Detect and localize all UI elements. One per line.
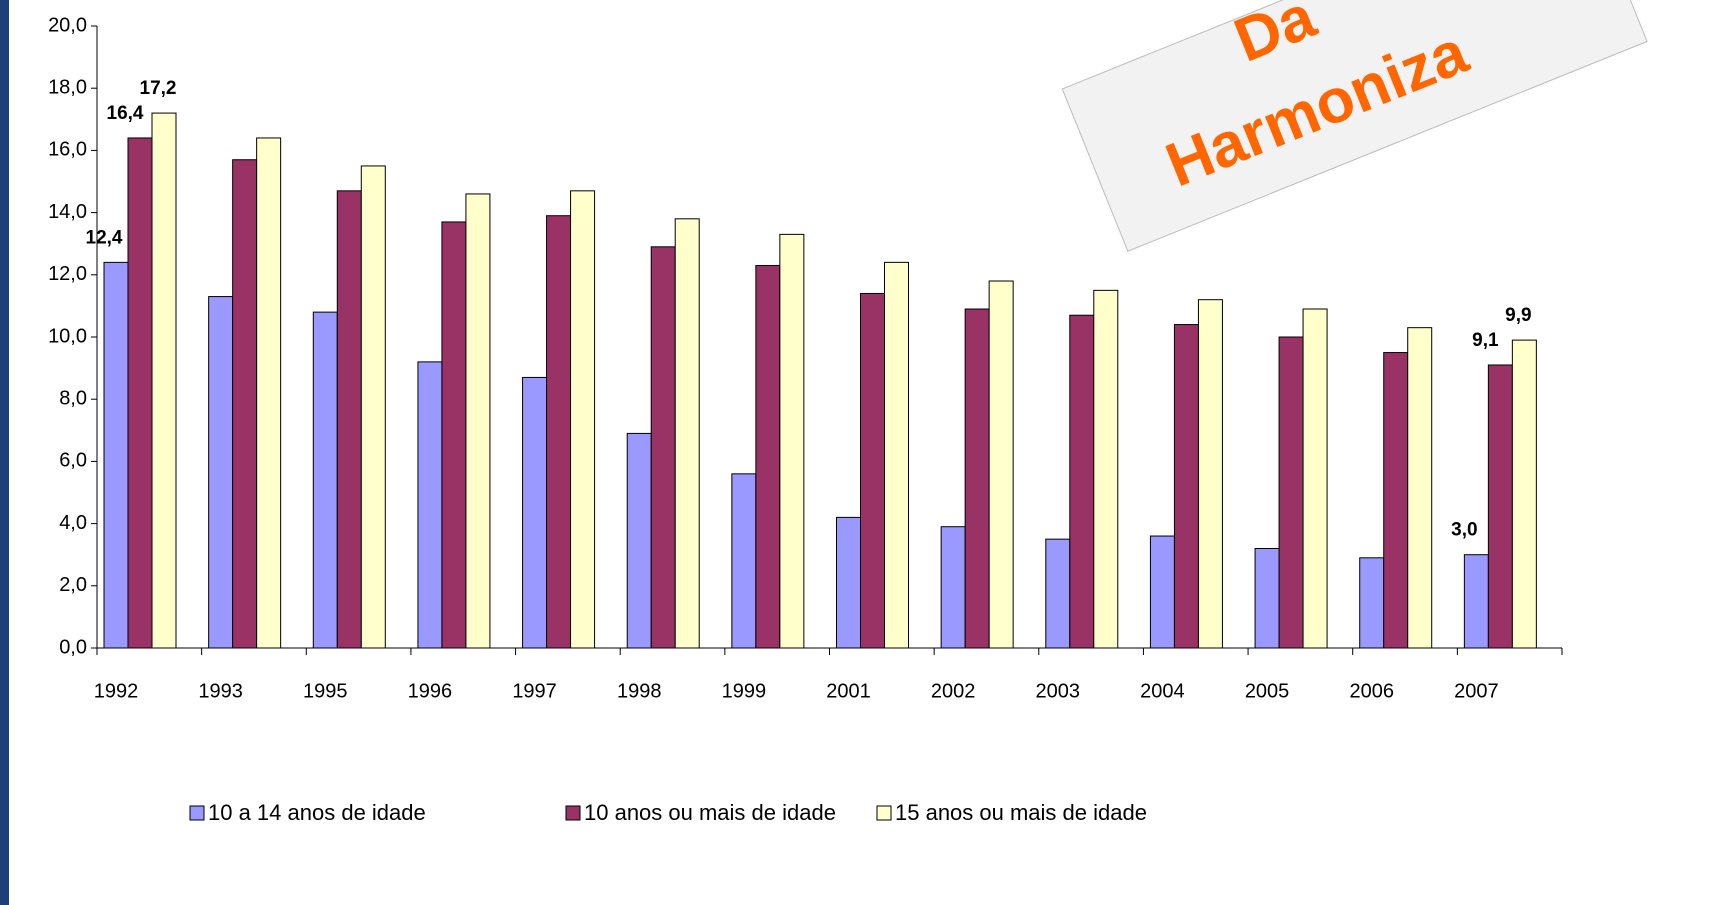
y-tick-label: 2,0 bbox=[59, 574, 87, 596]
bar bbox=[336, 190, 362, 649]
data-label: 9,9 bbox=[1505, 305, 1531, 326]
bar bbox=[256, 137, 282, 649]
y-tick-label: 0,0 bbox=[59, 636, 87, 658]
x-tick-label: 1997 bbox=[512, 680, 557, 702]
bar bbox=[522, 376, 548, 649]
bar bbox=[626, 432, 652, 649]
bar bbox=[1359, 557, 1385, 649]
bar bbox=[1197, 299, 1223, 649]
bar bbox=[1302, 308, 1328, 649]
x-tick-label: 1995 bbox=[303, 680, 348, 702]
y-tick-label: 4,0 bbox=[59, 512, 87, 534]
x-tick-label: 2001 bbox=[826, 680, 871, 702]
bar bbox=[884, 261, 909, 649]
bar bbox=[1511, 339, 1537, 649]
y-tick-label: 14,0 bbox=[48, 201, 87, 223]
y-tick-label: 16,0 bbox=[48, 139, 87, 161]
bar bbox=[1149, 535, 1175, 649]
legend-label: 15 anos ou mais de idade bbox=[895, 800, 1147, 825]
x-tick-label: 1996 bbox=[408, 680, 453, 702]
bar bbox=[1069, 314, 1095, 649]
x-tick-label: 1992 bbox=[94, 680, 139, 702]
legend-swatch bbox=[189, 805, 205, 821]
x-tick-label: 1993 bbox=[198, 680, 243, 702]
bar bbox=[360, 165, 386, 649]
bar bbox=[860, 292, 885, 649]
y-tick-label: 10,0 bbox=[48, 325, 87, 347]
bar bbox=[1254, 547, 1280, 649]
y-tick-label: 18,0 bbox=[48, 76, 87, 98]
bar bbox=[964, 308, 990, 649]
legend-swatch bbox=[876, 805, 892, 821]
bar bbox=[1487, 364, 1513, 649]
x-tick-label: 2002 bbox=[931, 680, 976, 702]
x-tick-label: 1999 bbox=[722, 680, 767, 702]
x-tick-label: 2006 bbox=[1349, 680, 1394, 702]
bar bbox=[755, 264, 781, 649]
legend-swatch bbox=[565, 805, 581, 821]
legend-label: 10 a 14 anos de idade bbox=[208, 800, 426, 825]
bar bbox=[1463, 554, 1489, 649]
bar bbox=[650, 246, 676, 649]
bar bbox=[103, 261, 129, 649]
bar bbox=[1407, 327, 1433, 649]
bar bbox=[441, 221, 467, 649]
bar bbox=[988, 280, 1014, 649]
data-label: 12,4 bbox=[86, 227, 123, 248]
side-strip bbox=[0, 0, 9, 905]
bar bbox=[1045, 538, 1071, 649]
bar bbox=[546, 215, 572, 649]
y-tick-label: 8,0 bbox=[59, 387, 87, 409]
bar bbox=[232, 159, 258, 649]
bar bbox=[570, 190, 596, 649]
data-label: 17,2 bbox=[140, 78, 177, 99]
stamp: Da Harmoniza bbox=[1061, 0, 1648, 252]
bar bbox=[731, 473, 757, 649]
bar bbox=[312, 311, 338, 649]
x-tick-label: 2005 bbox=[1245, 680, 1290, 702]
x-tick-label: 1998 bbox=[617, 680, 662, 702]
data-label: 9,1 bbox=[1472, 330, 1499, 351]
legend-label: 10 anos ou mais de idade bbox=[584, 800, 836, 825]
bar bbox=[1093, 289, 1119, 649]
y-tick-label: 20,0 bbox=[48, 14, 87, 36]
stamp-box bbox=[1061, 0, 1648, 252]
x-tick-label: 2004 bbox=[1140, 680, 1185, 702]
bar bbox=[127, 137, 153, 649]
bar bbox=[940, 526, 966, 649]
y-tick-label: 12,0 bbox=[48, 263, 87, 285]
data-label: 16,4 bbox=[107, 103, 144, 124]
bar bbox=[1383, 352, 1409, 649]
y-tick-label: 6,0 bbox=[59, 450, 87, 472]
bar bbox=[1278, 336, 1304, 649]
bar bbox=[465, 193, 491, 649]
bar bbox=[208, 296, 234, 649]
bar bbox=[779, 233, 805, 649]
bar bbox=[417, 361, 443, 649]
bar bbox=[674, 218, 700, 649]
bar bbox=[151, 112, 177, 649]
bar bbox=[836, 516, 861, 649]
bar bbox=[1173, 324, 1199, 649]
data-label: 3,0 bbox=[1451, 520, 1477, 541]
x-tick-label: 2003 bbox=[1036, 680, 1081, 702]
x-tick-label: 2007 bbox=[1454, 680, 1499, 702]
